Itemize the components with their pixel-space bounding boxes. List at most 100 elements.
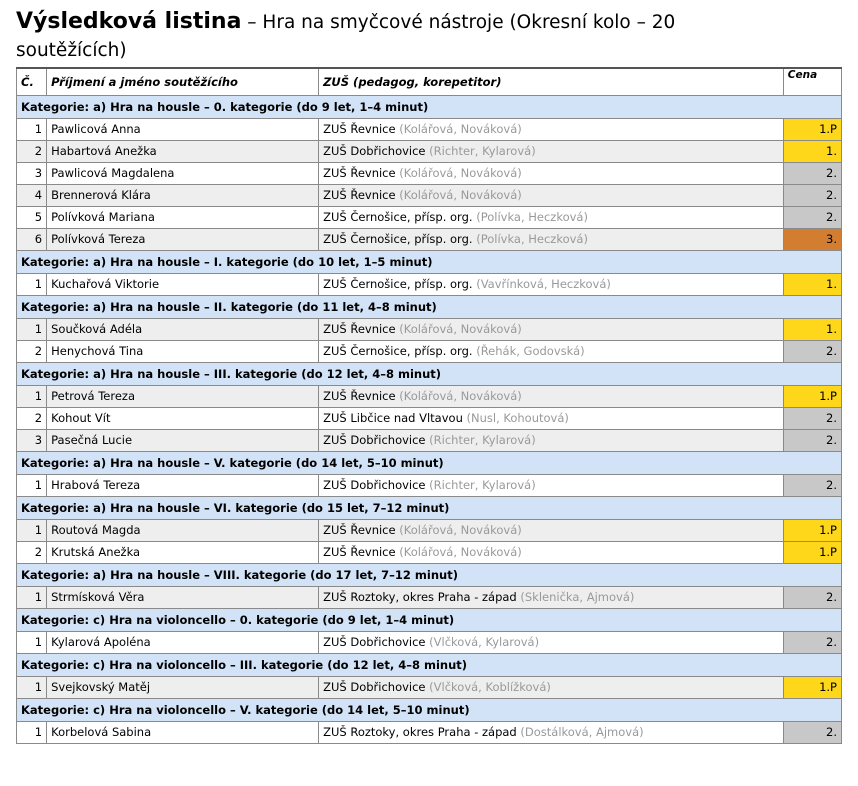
table-row: 1 Pawlicová Anna ZUŠ Řevnice (Kolářová, No… bbox=[15, 117, 843, 141]
table-row: 2 Krutská Anežka ZUŠ Řevnice (Kolářová, No… bbox=[15, 540, 843, 564]
row-number: 1 bbox=[15, 720, 48, 744]
row-number: 1 bbox=[15, 518, 48, 542]
teachers: (Richter, Kylarová) bbox=[429, 433, 536, 447]
row-number: 6 bbox=[15, 227, 48, 251]
teachers: (Kolářová, Nováková) bbox=[399, 523, 522, 537]
school-cell: ZUŠ Dobřichovice (Richter, Kylarová) bbox=[318, 139, 784, 163]
school-name: ZUŠ Řevnice bbox=[323, 322, 396, 336]
row-number: 2 bbox=[15, 540, 48, 564]
table-row: 1 Kylarová Apoléna ZUŠ Dobřichovice (Vlčko… bbox=[15, 630, 843, 654]
school-cell: ZUŠ Dobřichovice (Vlčková, Koblížková) bbox=[318, 675, 784, 699]
teachers: (Kolářová, Nováková) bbox=[399, 389, 522, 403]
table-row: 4 Brennerová Klára ZUŠ Řevnice (Kolářová, … bbox=[15, 183, 843, 207]
contestant-name: Henychová Tina bbox=[46, 339, 320, 363]
school-name: ZUŠ Roztoky, okres Praha - západ bbox=[323, 725, 517, 739]
category-row: Kategorie: c) Hra na violoncello – V. ka… bbox=[16, 697, 842, 722]
school-name: ZUŠ Černošice, přísp. org. bbox=[323, 210, 473, 224]
school-cell: ZUŠ Černošice, přísp. org. (Vavřínková, … bbox=[318, 272, 784, 296]
prize-badge: 1.P bbox=[782, 384, 843, 408]
table-row: 1 Součková Adéla ZUŠ Řevnice (Kolářová, No… bbox=[15, 317, 843, 341]
table-row: 1 Hrabová Tereza ZUŠ Dobřichovice (Richter… bbox=[15, 473, 843, 497]
contestant-name: Petrová Tereza bbox=[46, 384, 320, 408]
results-table-header: Č. Příjmení a jméno soutěžícího ZUŠ (ped… bbox=[15, 67, 843, 96]
results-table: Č. Příjmení a jméno soutěžícího ZUŠ (ped… bbox=[15, 67, 843, 744]
school-name: ZUŠ Roztoky, okres Praha - západ bbox=[323, 590, 517, 604]
prize-badge: 2. bbox=[782, 161, 843, 185]
category-row: Kategorie: a) Hra na housle – III. kateg… bbox=[16, 361, 842, 386]
school-cell: ZUŠ Dobřichovice (Richter, Kylarová) bbox=[318, 428, 784, 452]
school-cell: ZUŠ Řevnice (Kolářová, Nováková) bbox=[318, 161, 784, 185]
contestant-name: Brennerová Klára bbox=[46, 183, 320, 207]
school-name: ZUŠ Řevnice bbox=[323, 523, 396, 537]
school-name: ZUŠ Černošice, přísp. org. bbox=[323, 232, 473, 246]
prize-badge: 1.P bbox=[782, 540, 843, 564]
row-number: 1 bbox=[15, 473, 48, 497]
prize-badge: 2. bbox=[782, 428, 843, 452]
prize-badge: 1. bbox=[782, 139, 843, 163]
table-row: 1 Strmísková Věra ZUŠ Roztoky, okres Praha… bbox=[15, 585, 843, 609]
category-row: Kategorie: a) Hra na housle – I. kategor… bbox=[16, 249, 842, 274]
school-name: ZUŠ Libčice nad Vltavou bbox=[323, 411, 463, 425]
contestant-name: Kuchařová Viktorie bbox=[46, 272, 320, 296]
contestant-name: Kohout Vít bbox=[46, 406, 320, 430]
table-row: 1 Korbelová Sabina ZUŠ Roztoky, okres Prah… bbox=[15, 720, 843, 744]
contestant-name: Svejkovský Matěj bbox=[46, 675, 320, 699]
header-row: Č. Příjmení a jméno soutěžícího ZUŠ (ped… bbox=[15, 67, 843, 96]
prize-badge: 1. bbox=[782, 317, 843, 341]
school-cell: ZUŠ Černošice, přísp. org. (Polívka, Hec… bbox=[318, 205, 784, 229]
category-label: Kategorie: a) Hra na housle – V. kategor… bbox=[16, 450, 842, 475]
header-number: Č. bbox=[15, 67, 48, 96]
table-row: 2 Kohout Vít ZUŠ Libčice nad Vltavou (Nusl… bbox=[15, 406, 843, 430]
teachers: (Kolářová, Nováková) bbox=[399, 166, 522, 180]
page-title: Výsledková listina – Hra na smyčcové nás… bbox=[16, 8, 716, 64]
contestant-name: Pasečná Lucie bbox=[46, 428, 320, 452]
school-name: ZUŠ Černošice, přísp. org. bbox=[323, 344, 473, 358]
row-number: 1 bbox=[15, 384, 48, 408]
table-row: 1 Kuchařová Viktorie ZUŠ Černošice, přísp.… bbox=[15, 272, 843, 296]
contestant-name: Hrabová Tereza bbox=[46, 473, 320, 497]
prize-badge: 2. bbox=[782, 473, 843, 497]
category-row: Kategorie: a) Hra na housle – II. katego… bbox=[16, 294, 842, 319]
table-row: 1 Svejkovský Matěj ZUŠ Dobřichovice (Vlčko… bbox=[15, 675, 843, 699]
contestant-name: Routová Magda bbox=[46, 518, 320, 542]
school-cell: ZUŠ Dobřichovice (Vlčková, Kylarová) bbox=[318, 630, 784, 654]
table-row: 5 Polívková Mariana ZUŠ Černošice, přísp. … bbox=[15, 205, 843, 229]
table-row: 2 Henychová Tina ZUŠ Černošice, přísp. org… bbox=[15, 339, 843, 363]
school-cell: ZUŠ Řevnice (Kolářová, Nováková) bbox=[318, 540, 784, 564]
category-row: Kategorie: a) Hra na housle – 0. kategor… bbox=[16, 94, 842, 119]
row-number: 1 bbox=[15, 272, 48, 296]
teachers: (Polívka, Heczková) bbox=[476, 232, 588, 246]
school-cell: ZUŠ Řevnice (Kolářová, Nováková) bbox=[318, 518, 784, 542]
category-label: Kategorie: a) Hra na housle – VI. katego… bbox=[16, 495, 842, 520]
school-name: ZUŠ Řevnice bbox=[323, 166, 396, 180]
teachers: (Kolářová, Nováková) bbox=[399, 188, 522, 202]
category-label: Kategorie: c) Hra na violoncello – 0. ka… bbox=[16, 607, 842, 632]
teachers: (Richter, Kylarová) bbox=[429, 144, 536, 158]
school-cell: ZUŠ Řevnice (Kolářová, Nováková) bbox=[318, 183, 784, 207]
school-cell: ZUŠ Řevnice (Kolářová, Nováková) bbox=[318, 384, 784, 408]
school-name: ZUŠ Dobřichovice bbox=[323, 144, 426, 158]
contestant-name: Součková Adéla bbox=[46, 317, 320, 341]
contestant-name: Polívková Mariana bbox=[46, 205, 320, 229]
header-school: ZUŠ (pedagog, korepetitor) bbox=[318, 67, 784, 96]
prize-badge: 2. bbox=[782, 720, 843, 744]
teachers: (Nusl, Kohoutová) bbox=[466, 411, 569, 425]
table-row: 1 Routová Magda ZUŠ Řevnice (Kolářová, Nov… bbox=[15, 518, 843, 542]
prize-badge: 1. bbox=[782, 272, 843, 296]
prize-badge: 2. bbox=[782, 630, 843, 654]
prize-badge: 3. bbox=[782, 227, 843, 251]
school-name: ZUŠ Dobřichovice bbox=[323, 635, 426, 649]
contestant-name: Strmísková Věra bbox=[46, 585, 320, 609]
row-number: 5 bbox=[15, 205, 48, 229]
prize-badge: 1.P bbox=[782, 117, 843, 141]
teachers: (Sklenička, Ajmová) bbox=[520, 590, 635, 604]
school-cell: ZUŠ Řevnice (Kolářová, Nováková) bbox=[318, 317, 784, 341]
school-cell: ZUŠ Roztoky, okres Praha - západ (Dostál… bbox=[318, 720, 784, 744]
school-cell: ZUŠ Řevnice (Kolářová, Nováková) bbox=[318, 117, 784, 141]
school-name: ZUŠ Černošice, přísp. org. bbox=[323, 277, 473, 291]
row-number: 2 bbox=[15, 339, 48, 363]
school-cell: ZUŠ Černošice, přísp. org. (Řehák, Godov… bbox=[318, 339, 784, 363]
prize-badge: 2. bbox=[782, 585, 843, 609]
row-number: 2 bbox=[15, 139, 48, 163]
contestant-name: Pawlicová Magdalena bbox=[46, 161, 320, 185]
